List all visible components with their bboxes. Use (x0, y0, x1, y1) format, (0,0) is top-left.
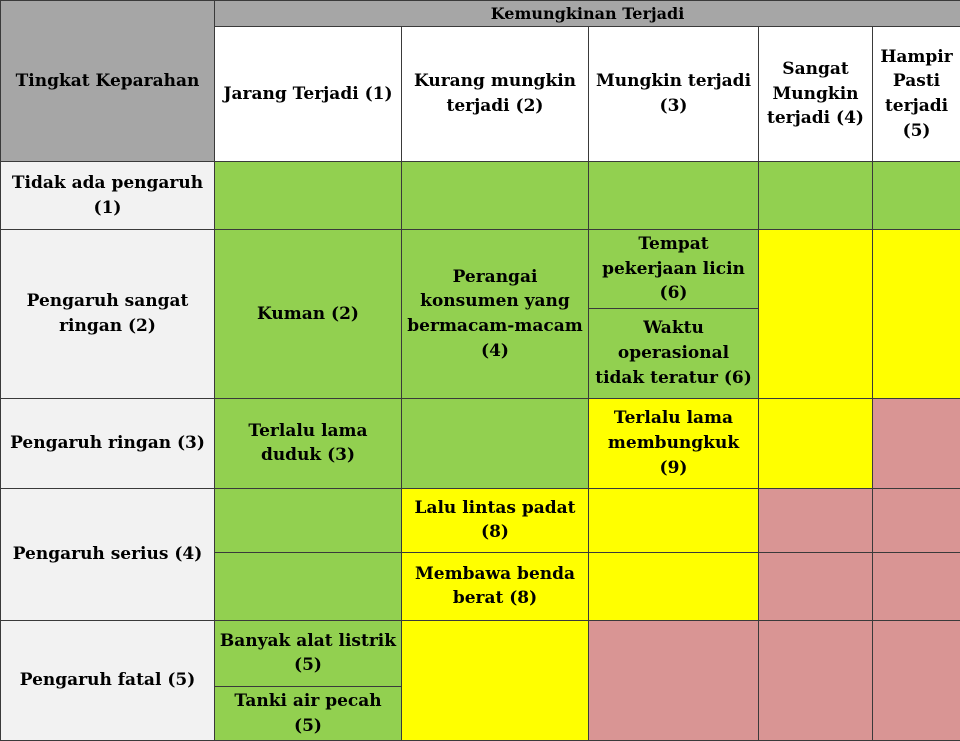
matrix-cell (759, 398, 873, 488)
hazard-lama-duduk: Terlalu lama duduk (3) (215, 398, 402, 488)
hazard-kuman: Kuman (2) (215, 230, 402, 399)
matrix-cell (589, 162, 759, 230)
severity-row-4a: Pengaruh serius (4) Lalu lintas padat (8… (1, 488, 960, 552)
matrix-cell (589, 552, 759, 620)
matrix-cell (402, 162, 589, 230)
hazard-lalu-lintas: Lalu lintas padat (8) (402, 488, 589, 552)
header-row-top: Tingkat Keparahan Kemungkinan Terjadi (1, 1, 960, 27)
matrix-cell (215, 488, 402, 552)
matrix-cell (873, 552, 960, 620)
matrix-cell (402, 620, 589, 740)
likelihood-level-4: Sangat Mungkin terjadi (4) (759, 27, 873, 162)
likelihood-level-2: Kurang mungkin terjadi (2) (402, 27, 589, 162)
severity-label-1: Tidak ada pengaruh (1) (1, 162, 215, 230)
hazard-benda-berat: Membawa benda berat (8) (402, 552, 589, 620)
matrix-cell (759, 488, 873, 552)
matrix-cell (873, 620, 960, 740)
matrix-cell (873, 162, 960, 230)
matrix-cell (402, 398, 589, 488)
matrix-cell (873, 398, 960, 488)
hazard-waktu-operasional: Waktu operasional tidak teratur (6) (589, 308, 759, 398)
matrix-cell (215, 552, 402, 620)
hazard-tanki-air: Tanki air pecah (5) (215, 686, 402, 740)
matrix-cell (759, 230, 873, 399)
matrix-cell (873, 488, 960, 552)
matrix-cell (759, 552, 873, 620)
likelihood-level-5: Hampir Pasti terjadi (5) (873, 27, 960, 162)
severity-row-5a: Pengaruh fatal (5) Banyak alat listrik (… (1, 620, 960, 686)
hazard-perangai-konsumen: Perangai konsumen yang bermacam-macam (4… (402, 230, 589, 399)
matrix-cell (589, 488, 759, 552)
hazard-alat-listrik: Banyak alat listrik (5) (215, 620, 402, 686)
severity-label-2: Pengaruh sangat ringan (2) (1, 230, 215, 399)
severity-row-3: Pengaruh ringan (3) Terlalu lama duduk (… (1, 398, 960, 488)
matrix-cell (759, 162, 873, 230)
severity-row-2a: Pengaruh sangat ringan (2) Kuman (2) Per… (1, 230, 960, 309)
matrix-cell (873, 230, 960, 399)
likelihood-level-3: Mungkin terjadi (3) (589, 27, 759, 162)
severity-row-1: Tidak ada pengaruh (1) (1, 162, 960, 230)
likelihood-level-1: Jarang Terjadi (1) (215, 27, 402, 162)
hazard-lama-membungkuk: Terlalu lama membungkuk (9) (589, 398, 759, 488)
hazard-tempat-licin: Tempat pekerjaan licin (6) (589, 230, 759, 309)
severity-label-4: Pengaruh serius (4) (1, 488, 215, 620)
likelihood-header: Kemungkinan Terjadi (215, 1, 960, 27)
matrix-cell (215, 162, 402, 230)
severity-header: Tingkat Keparahan (1, 1, 215, 162)
severity-label-5: Pengaruh fatal (5) (1, 620, 215, 740)
severity-label-3: Pengaruh ringan (3) (1, 398, 215, 488)
matrix-cell (759, 620, 873, 740)
matrix-cell (589, 620, 759, 740)
